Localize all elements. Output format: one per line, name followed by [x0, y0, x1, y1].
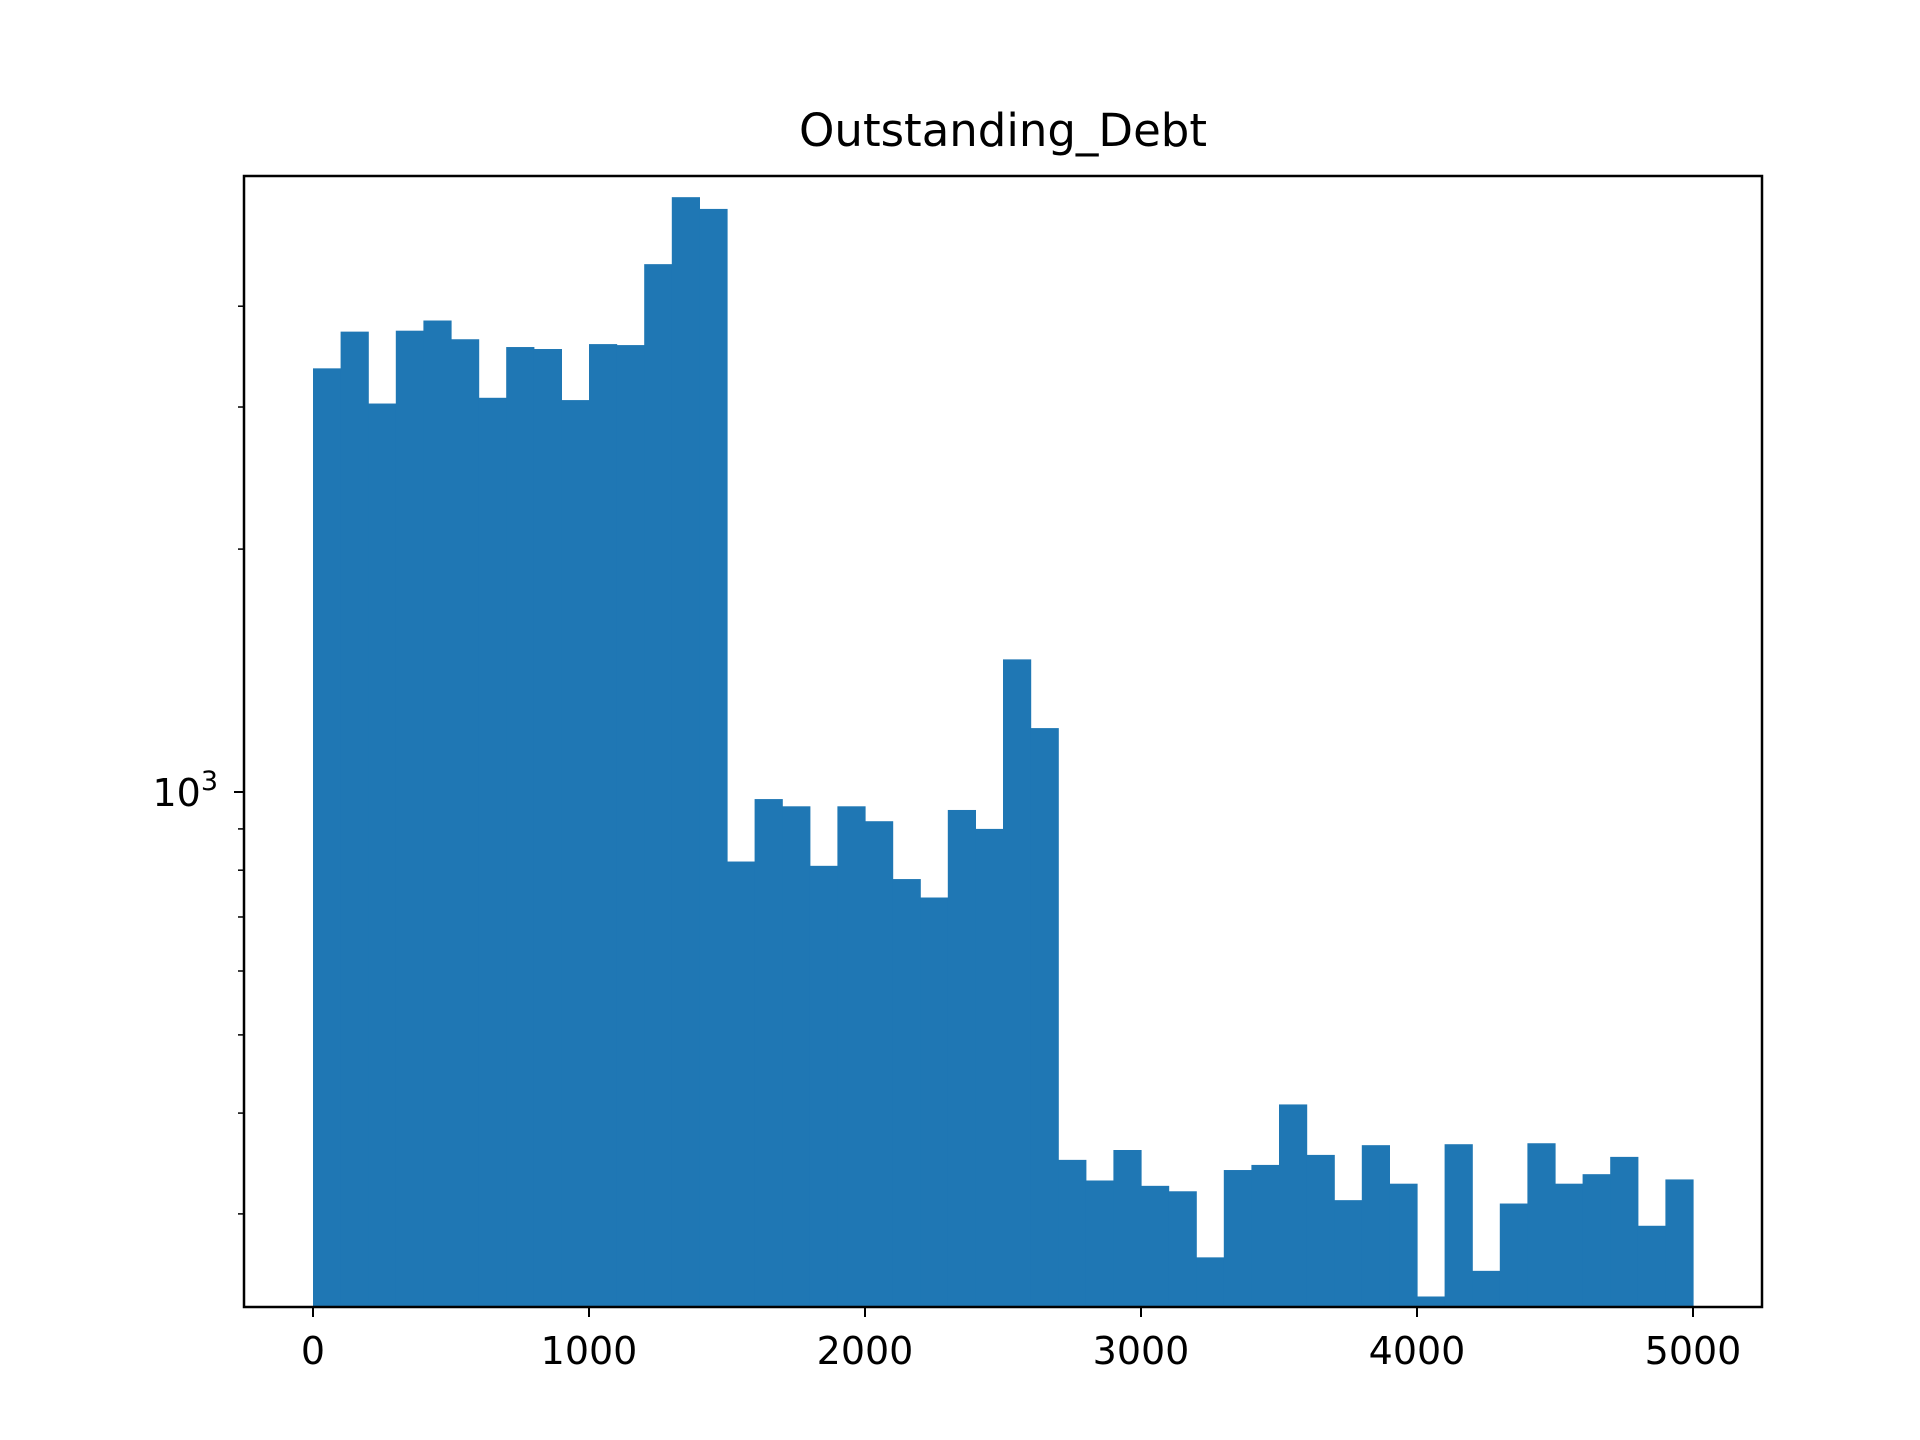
histogram-bar [1113, 1150, 1142, 1307]
histogram-bar [1251, 1164, 1280, 1307]
histogram-bar [975, 828, 1004, 1307]
histogram-bar [313, 368, 342, 1308]
x-tick-label: 0 [301, 1329, 325, 1373]
histogram-bar [1030, 728, 1059, 1307]
histogram-bar [947, 809, 976, 1307]
histogram-bar [589, 344, 618, 1308]
histogram-bar [1279, 1104, 1308, 1307]
histogram-bar [644, 264, 673, 1307]
histogram-bar [809, 865, 838, 1307]
histogram-bar [533, 349, 562, 1307]
histogram-bar [1444, 1144, 1473, 1307]
histogram-bar [561, 400, 590, 1308]
x-tick-label: 3000 [1093, 1329, 1190, 1373]
histogram-bar [478, 397, 507, 1307]
histogram-bar [699, 208, 728, 1307]
histogram-bar [616, 345, 645, 1308]
histogram-bar [1003, 659, 1032, 1307]
histogram-bar [837, 806, 866, 1307]
histogram-bar [782, 806, 811, 1307]
histogram-bar [423, 320, 452, 1307]
histogram-bar [451, 339, 480, 1307]
x-tick-label: 5000 [1645, 1329, 1742, 1373]
y-axis-ticks: 103 [152, 305, 244, 1215]
histogram-bar [892, 879, 921, 1307]
histogram-bar [1665, 1179, 1694, 1307]
histogram-bar [1306, 1154, 1335, 1307]
histogram-bar [727, 861, 756, 1307]
histogram-bar [395, 330, 424, 1307]
chart-title: Outstanding_Debt [799, 104, 1207, 157]
histogram-bar [1499, 1203, 1528, 1307]
x-tick-label: 2000 [817, 1329, 914, 1373]
histogram-bar [1168, 1191, 1197, 1307]
histogram-bar [506, 347, 535, 1307]
histogram-bar [1058, 1159, 1087, 1307]
plot-frame [242, 174, 1764, 1309]
histogram-bar [1555, 1183, 1584, 1307]
histogram-bar [1361, 1145, 1390, 1307]
y-tick-label: 103 [152, 766, 218, 815]
histogram-bar [1637, 1225, 1666, 1307]
x-tick-label: 4000 [1369, 1329, 1466, 1373]
histogram-bar [1334, 1200, 1363, 1307]
histogram-bar [1472, 1270, 1501, 1307]
x-axis-ticks: 0 1000 2000 3000 4000 5000 [301, 1307, 1741, 1373]
histogram-bar [1417, 1296, 1446, 1307]
histogram-bar [671, 197, 700, 1307]
x-tick-label: 1000 [541, 1329, 638, 1373]
histogram-bar [368, 403, 397, 1307]
histogram-bar [754, 799, 783, 1307]
histogram-bar [1582, 1174, 1611, 1307]
histogram-bar [865, 821, 894, 1307]
histogram-bar [1141, 1185, 1170, 1307]
histogram-bar [1085, 1180, 1114, 1307]
bars-group [313, 197, 1694, 1308]
histogram-bar [920, 897, 949, 1307]
histogram-bar [1196, 1257, 1225, 1307]
histogram-bar [1223, 1170, 1252, 1307]
histogram-bar [340, 331, 369, 1307]
histogram-bar [1389, 1183, 1418, 1307]
histogram-bar [1527, 1143, 1556, 1307]
histogram-bar [1610, 1156, 1639, 1307]
